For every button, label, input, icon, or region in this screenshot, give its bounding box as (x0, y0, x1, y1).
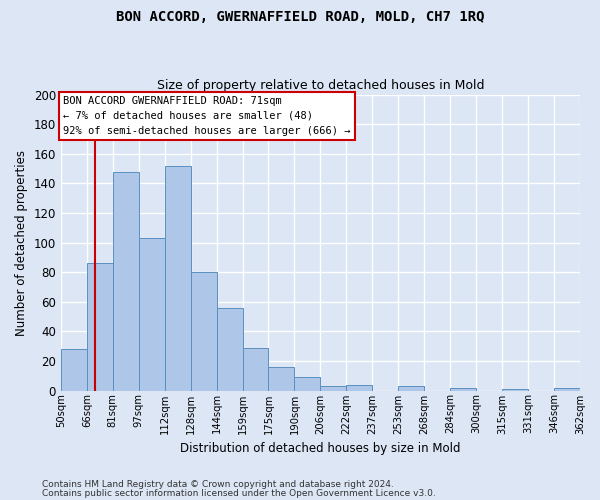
Bar (554, 388, 580, 390)
Bar (242, 348, 268, 391)
Bar (217, 308, 242, 390)
Bar (268, 367, 295, 390)
Bar (398, 386, 424, 390)
Bar (320, 386, 346, 390)
Bar (502, 389, 528, 390)
Bar (113, 172, 139, 390)
Bar (191, 272, 217, 390)
Bar (346, 384, 373, 390)
X-axis label: Distribution of detached houses by size in Mold: Distribution of detached houses by size … (180, 442, 461, 455)
Y-axis label: Number of detached properties: Number of detached properties (15, 150, 28, 336)
Text: BON ACCORD, GWERNAFFIELD ROAD, MOLD, CH7 1RQ: BON ACCORD, GWERNAFFIELD ROAD, MOLD, CH7… (116, 10, 484, 24)
Bar (164, 166, 191, 390)
Bar (87, 264, 113, 390)
Text: BON ACCORD GWERNAFFIELD ROAD: 71sqm
← 7% of detached houses are smaller (48)
92%: BON ACCORD GWERNAFFIELD ROAD: 71sqm ← 7%… (64, 96, 351, 136)
Text: Contains HM Land Registry data © Crown copyright and database right 2024.: Contains HM Land Registry data © Crown c… (42, 480, 394, 489)
Bar (61, 349, 87, 391)
Bar (295, 377, 320, 390)
Title: Size of property relative to detached houses in Mold: Size of property relative to detached ho… (157, 79, 484, 92)
Bar (139, 238, 164, 390)
Bar (450, 388, 476, 390)
Text: Contains public sector information licensed under the Open Government Licence v3: Contains public sector information licen… (42, 488, 436, 498)
